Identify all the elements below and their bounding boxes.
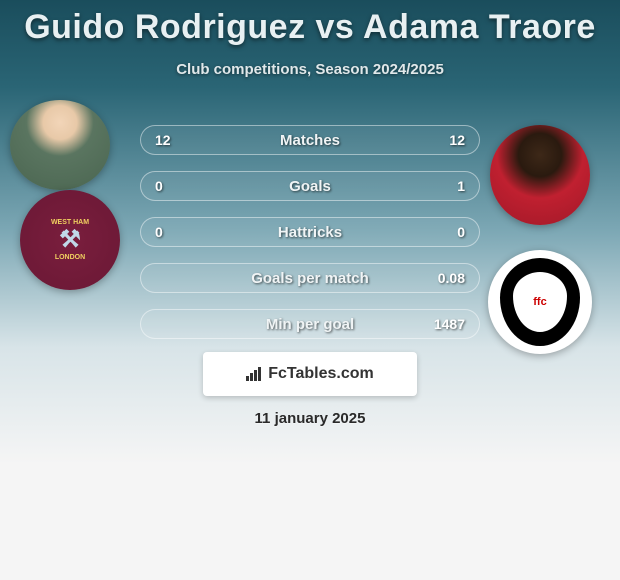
stat-label: Goals — [289, 178, 331, 195]
stat-row-hattricks: 0 Hattricks 0 — [140, 217, 480, 247]
club-right-logo: ffc — [488, 250, 592, 354]
branding-text: FcTables.com — [268, 365, 374, 383]
stat-label: Min per goal — [266, 316, 354, 333]
stat-right-value: 0 — [435, 224, 465, 240]
stat-left-value: 12 — [155, 132, 185, 148]
branding-badge: FcTables.com — [203, 352, 417, 396]
stat-label: Hattricks — [278, 224, 342, 241]
stat-row-min-per-goal: Min per goal 1487 — [140, 309, 480, 339]
stat-right-value: 1 — [435, 178, 465, 194]
season-subtitle: Club competitions, Season 2024/2025 — [0, 61, 620, 78]
stat-right-value: 12 — [435, 132, 465, 148]
stat-row-matches: 12 Matches 12 — [140, 125, 480, 155]
page-title: Guido Rodriguez vs Adama Traore — [0, 0, 620, 47]
stat-left-value: 0 — [155, 224, 185, 240]
stat-row-goals-per-match: Goals per match 0.08 — [140, 263, 480, 293]
stat-row-goals: 0 Goals 1 — [140, 171, 480, 201]
stat-label: Goals per match — [251, 270, 369, 287]
club-left-logo: WEST HAM ⚒ LONDON — [20, 190, 120, 290]
player-right-photo — [490, 125, 590, 225]
stats-table: 12 Matches 12 0 Goals 1 0 Hattricks 0 Go… — [140, 125, 480, 355]
stat-label: Matches — [280, 132, 340, 149]
club-left-badge: WEST HAM ⚒ LONDON — [35, 205, 105, 275]
club-right-badge-inner: ffc — [513, 272, 567, 332]
club-right-badge-outer: ffc — [500, 258, 580, 346]
stat-right-value: 1487 — [434, 316, 465, 332]
hammers-icon: ⚒ — [59, 228, 81, 252]
player-left-photo — [10, 100, 110, 190]
snapshot-date: 11 january 2025 — [255, 410, 366, 427]
stat-left-value: 0 — [155, 178, 185, 194]
chart-icon — [246, 367, 264, 381]
stat-right-value: 0.08 — [435, 270, 465, 286]
